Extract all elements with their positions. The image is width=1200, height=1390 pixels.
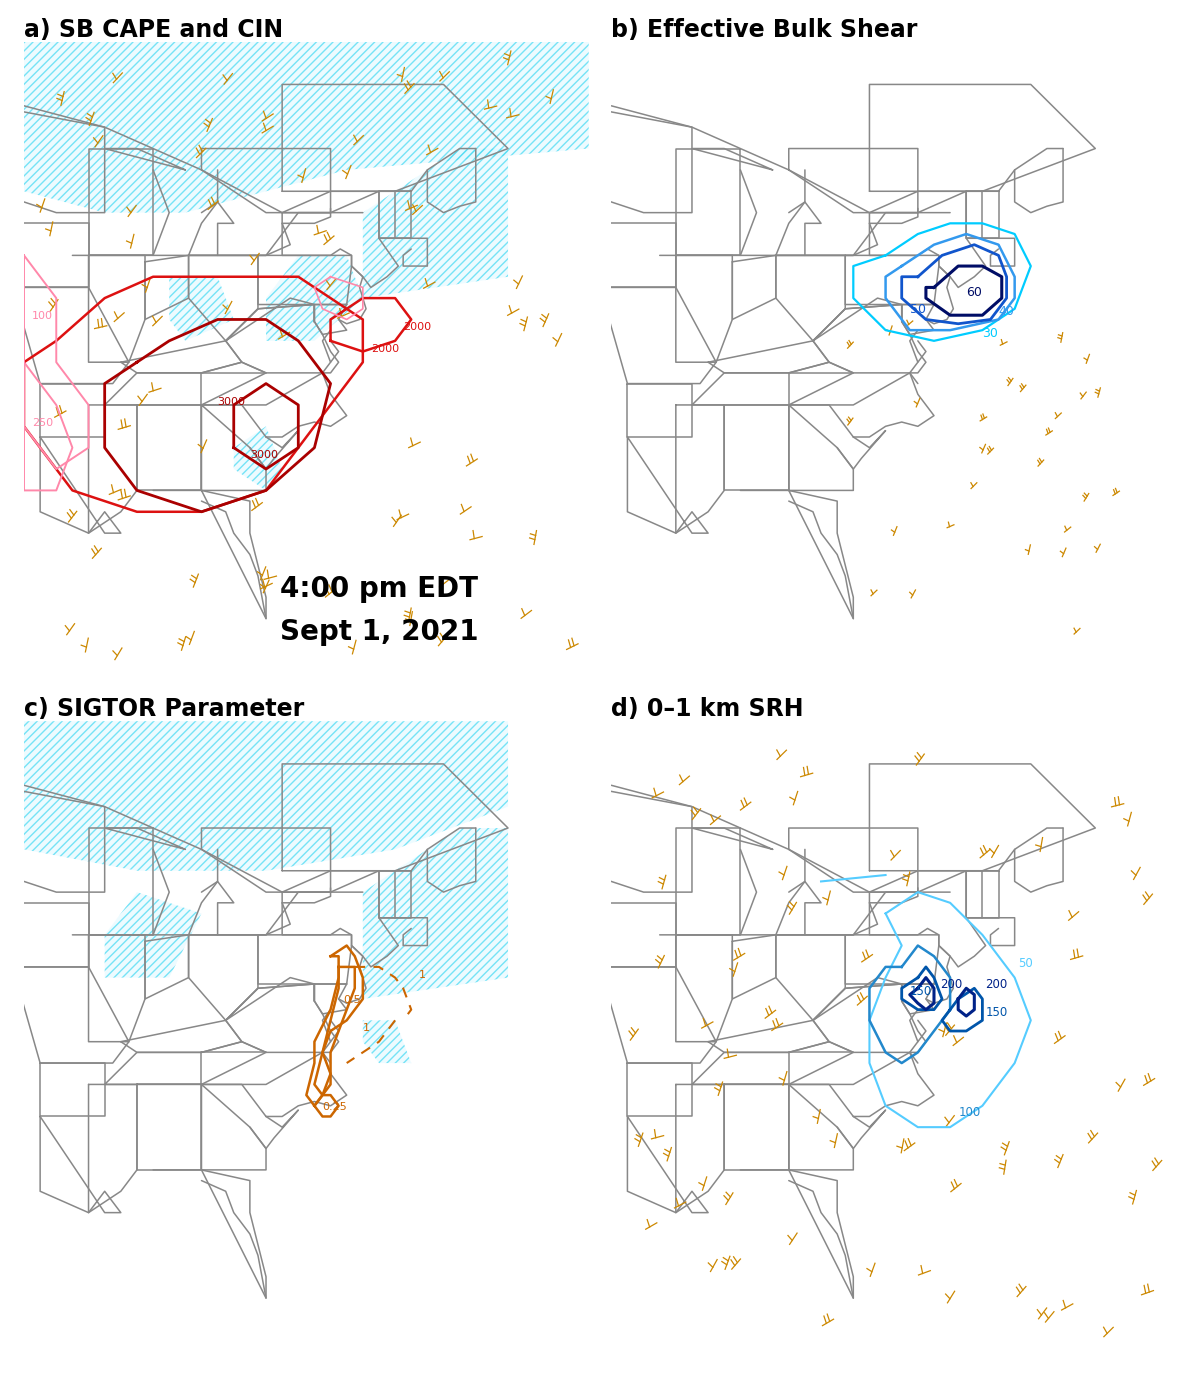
Polygon shape	[24, 721, 508, 870]
Polygon shape	[104, 892, 202, 977]
Text: d) 0–1 km SRH: d) 0–1 km SRH	[611, 698, 804, 721]
Text: 1: 1	[419, 970, 426, 980]
Text: 3000: 3000	[217, 398, 246, 407]
Polygon shape	[234, 427, 282, 491]
Text: 150: 150	[985, 1006, 1008, 1019]
Text: c) SIGTOR Parameter: c) SIGTOR Parameter	[24, 698, 305, 721]
Polygon shape	[266, 256, 362, 341]
Text: 100: 100	[958, 1106, 980, 1119]
Text: 50: 50	[1018, 956, 1033, 970]
Text: a) SB CAPE and CIN: a) SB CAPE and CIN	[24, 18, 283, 42]
Text: 150: 150	[910, 984, 932, 998]
Text: Sept 1, 2021: Sept 1, 2021	[280, 619, 479, 646]
Text: b) Effective Bulk Shear: b) Effective Bulk Shear	[611, 18, 918, 42]
Text: 0.5: 0.5	[343, 995, 361, 1005]
Polygon shape	[362, 149, 508, 297]
Text: 4:00 pm EDT: 4:00 pm EDT	[280, 575, 478, 603]
Text: 200: 200	[941, 979, 962, 991]
Text: 50: 50	[910, 303, 925, 316]
Text: 1: 1	[362, 1023, 370, 1033]
Text: 100: 100	[32, 311, 53, 321]
Text: 60: 60	[966, 286, 982, 299]
Text: 250: 250	[32, 418, 53, 428]
Text: 40: 40	[998, 306, 1014, 318]
Polygon shape	[169, 277, 234, 341]
Text: 200: 200	[985, 979, 1008, 991]
Text: 0.25: 0.25	[323, 1102, 347, 1112]
Text: 3000: 3000	[250, 450, 278, 460]
Text: 2000: 2000	[371, 343, 400, 353]
Polygon shape	[24, 42, 589, 213]
Text: 30: 30	[983, 327, 998, 339]
Polygon shape	[362, 828, 508, 999]
Polygon shape	[362, 1020, 412, 1063]
Text: 2000: 2000	[403, 322, 431, 332]
